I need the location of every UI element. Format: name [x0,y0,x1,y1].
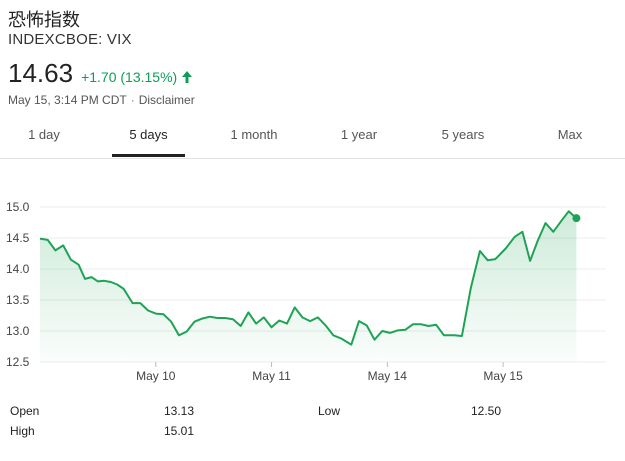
chart-price-line [39,210,578,346]
x-tick-label: May 15 [483,369,523,383]
tab-5-days[interactable]: 5 days [112,116,185,157]
stat-high-value: 15.01 [164,424,195,438]
x-tick-label: May 10 [136,369,176,383]
current-price: 14.63 [8,58,74,88]
y-tick-label: 15.0 [6,200,30,214]
stat-open-label: Open [10,404,40,418]
price-timestamp: May 15, 3:14 PM CDT [8,93,127,107]
y-tick-label: 13.5 [6,293,30,307]
meta-separator: · [130,93,135,107]
disclaimer-link[interactable]: Disclaimer [138,93,195,107]
price-change: +1.70 (13.15%) [81,69,178,85]
x-tick-label: May 14 [368,369,408,383]
tab-1-month[interactable]: 1 month [230,127,278,142]
y-tick-label: 13.0 [6,324,30,338]
stat-low-value: 12.50 [471,404,502,418]
price-chart[interactable]: 15.0 14.5 14.0 13.5 13.0 12.5 May 10 May 11 May… [0,190,625,390]
stock-ticker: INDEXCBOE: VIX [8,31,132,48]
y-tick-label: 12.5 [6,355,30,369]
y-tick-label: 14.5 [6,231,30,245]
tab-max[interactable]: Max [557,127,583,142]
chart-endpoint-marker [572,214,581,223]
time-range-tabs: 1 day 5 days 1 month 1 year 5 years Max [0,116,625,159]
tab-1-year[interactable]: 1 year [340,127,378,142]
tab-5-years[interactable]: 5 years [441,127,485,142]
price-meta: May 15, 3:14 PM CDT · Disclaimer [8,93,195,107]
y-tick-label: 14.0 [6,262,30,276]
stat-low-label: Low [318,404,341,418]
arrow-up-icon [181,70,193,84]
x-tick-label: May 11 [252,369,291,383]
price-row: 14.63 +1.70 (13.15%) [8,58,193,92]
stock-title: 恐怖指数 [8,10,80,30]
tab-1-day[interactable]: 1 day [28,127,60,142]
stat-high-label: High [10,424,35,438]
chart-area-fill [40,211,577,362]
stat-open-value: 13.13 [164,404,195,418]
